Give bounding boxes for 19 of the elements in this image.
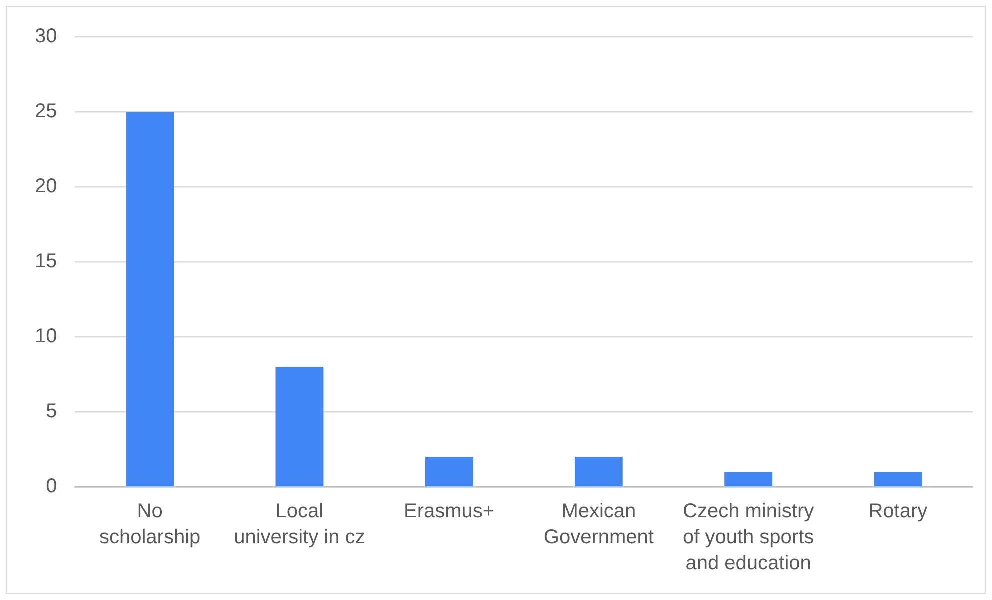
y-tick-label: 10 <box>34 326 58 348</box>
x-tick-label: No scholarship <box>99 500 201 549</box>
x-tick-label: Erasmus+ <box>404 500 495 523</box>
y-tick-label: 30 <box>34 26 58 48</box>
y-tick-label: 0 <box>46 476 58 498</box>
x-tick-label: Local university in cz <box>234 500 366 549</box>
bar <box>276 367 324 486</box>
x-tick-label: Czech ministry of youth sports and education <box>682 500 814 575</box>
bar <box>574 457 623 486</box>
x-tick-label: Rotary <box>868 500 928 523</box>
bar <box>425 457 474 486</box>
y-tick-label: 15 <box>34 250 58 273</box>
bar <box>724 472 772 486</box>
bar <box>874 472 922 486</box>
y-tick-label: 25 <box>34 100 58 123</box>
y-tick-label: 20 <box>34 176 58 198</box>
bar <box>126 112 174 486</box>
y-tick-label: 5 <box>46 400 58 423</box>
x-tick-label: Mexican Government <box>544 500 654 549</box>
